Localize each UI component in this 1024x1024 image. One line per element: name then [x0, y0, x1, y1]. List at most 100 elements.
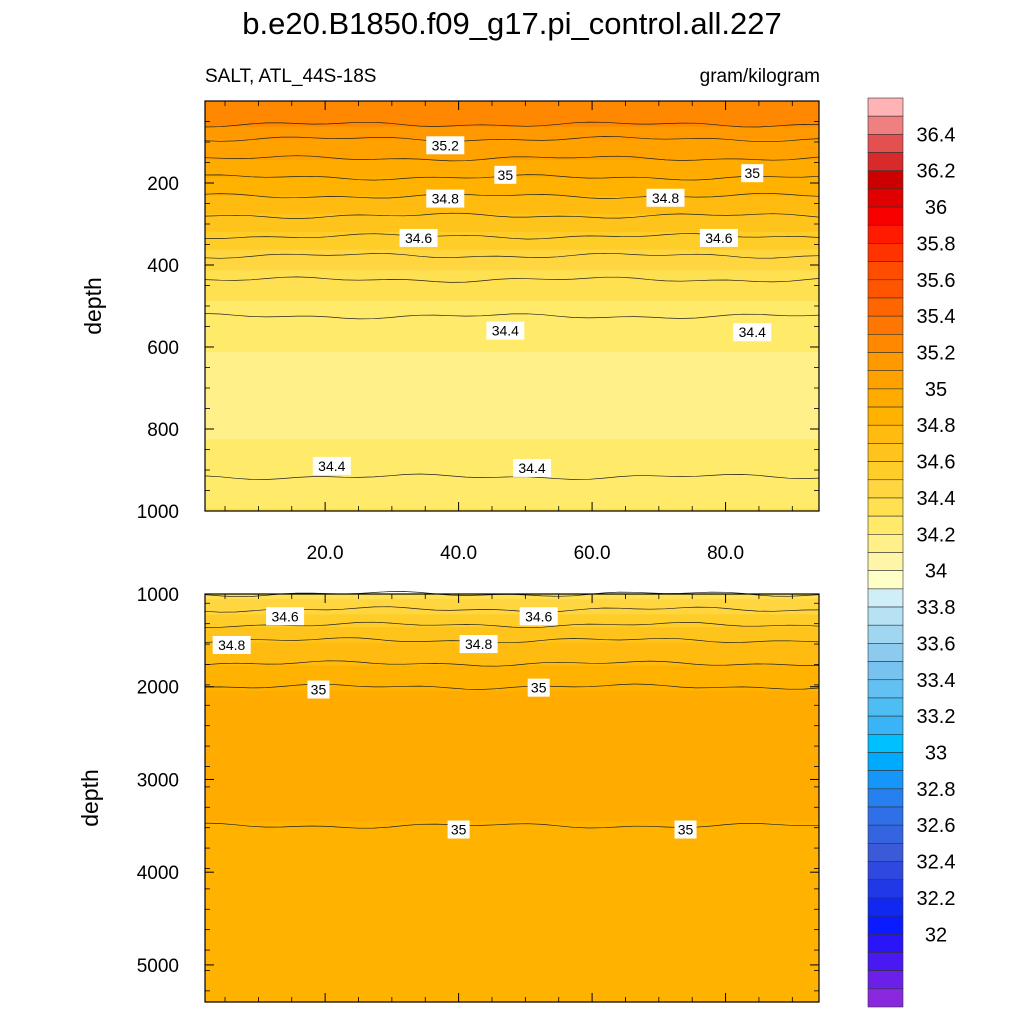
colorbar-box: [867, 733, 904, 753]
colorbar-label: 32: [925, 924, 947, 946]
salinity-band: [205, 277, 819, 281]
contour-label: 34.4: [312, 456, 351, 475]
salinity-band: [205, 234, 819, 238]
salinity-band: [205, 446, 819, 451]
salinity-band: [205, 377, 819, 381]
contour-label-text: 35: [744, 165, 760, 181]
salinity-band: [205, 912, 819, 916]
salinity-band: [205, 882, 819, 886]
salinity-band: [205, 652, 819, 656]
colorbar-box: [867, 170, 904, 190]
salinity-band: [205, 703, 819, 707]
salinity-band: [205, 313, 819, 317]
salinity-band: [205, 118, 819, 123]
contour-label-text: 34.8: [652, 190, 679, 206]
salinity-band: [205, 736, 819, 740]
colorbar-label: 32.6: [917, 815, 956, 837]
salinity-band: [205, 670, 819, 674]
salinity-band: [205, 367, 819, 371]
x-tick-label: 40.0: [440, 543, 477, 564]
salinity-band: [205, 869, 819, 873]
contour-label-text: 34.6: [525, 608, 552, 624]
salinity-band: [205, 841, 819, 845]
contour-label-box: [699, 228, 738, 247]
salinity-band: [205, 357, 819, 361]
salinity-band: [205, 306, 819, 310]
y-tick-label: 1000: [137, 502, 179, 523]
salinity-band: [205, 370, 819, 374]
salinity-band: [205, 106, 819, 110]
salinity-band: [205, 231, 819, 235]
salinity-band: [205, 713, 819, 717]
contour-label-text: 35: [498, 167, 514, 183]
salinity-band: [205, 991, 819, 995]
salinity-band: [205, 984, 819, 988]
colorbar-label: 36.2: [917, 161, 956, 183]
upper-contour-labels: 35.2 35 35 34.8 34.8 34.6 34.6 34.4 34.4 34.4 34.4: [312, 136, 772, 477]
salinity-band: [205, 359, 819, 363]
salinity-band: [205, 961, 819, 965]
colorbar-box: [867, 970, 904, 990]
salinity-band: [205, 388, 819, 392]
salinity-band: [205, 813, 819, 817]
salinity-band: [205, 113, 819, 117]
contour-label-text: 34.4: [318, 458, 345, 474]
salinity-band: [205, 596, 819, 600]
salinity-band: [205, 375, 819, 379]
salinity-band: [205, 426, 819, 430]
salinity-band: [205, 790, 819, 794]
salinity-band: [205, 900, 819, 904]
salinity-band: [205, 767, 819, 771]
salinity-band: [205, 777, 819, 781]
salinity-band: [205, 136, 819, 141]
salinity-band: [205, 241, 819, 246]
salinity-band: [205, 795, 819, 799]
salinity-band: [205, 887, 819, 891]
salinity-band: [205, 221, 819, 225]
y-tick-label: 5000: [137, 956, 179, 977]
salinity-band: [205, 347, 819, 351]
salinity-band: [205, 892, 819, 896]
salinity-band: [205, 239, 819, 243]
salinity-band: [205, 902, 819, 906]
colorbar-box: [867, 243, 904, 262]
lower-plot-frame: [204, 593, 820, 1003]
salinity-band: [205, 945, 819, 950]
contour-label-box: [426, 189, 465, 208]
salinity-band: [205, 971, 819, 975]
salinity-band: [205, 183, 819, 187]
salinity-band: [205, 910, 819, 914]
colorbar-label: 34.4: [917, 488, 956, 510]
salinity-band: [205, 429, 819, 433]
salinity-band: [205, 154, 819, 158]
salinity-band: [205, 943, 819, 947]
salinity-band: [205, 121, 819, 125]
salinity-band: [205, 966, 819, 970]
salinity-band: [205, 994, 819, 998]
contour-line: [204, 121, 820, 128]
salinity-band: [205, 785, 819, 789]
upper-panel: 35.2 35 35 34.8 34.8 34.6 34.6 34.4 34.4 34.4 34.4…: [80, 100, 820, 564]
colorbar-box: [867, 861, 904, 881]
y-tick-label: 4000: [137, 863, 179, 884]
contour-label-box: [494, 165, 517, 184]
colorbar-label: 34: [925, 561, 947, 583]
salinity-band: [205, 208, 819, 212]
y-tick-label: 200: [147, 174, 179, 195]
salinity-band: [205, 724, 819, 728]
salinity-band: [205, 744, 819, 748]
salinity-band: [205, 655, 819, 659]
salinity-band: [205, 632, 819, 636]
salinity-band: [205, 462, 819, 466]
upper-y-axis-label: depth: [80, 277, 106, 335]
salinity-band: [205, 594, 819, 598]
salinity-band: [205, 616, 819, 621]
salinity-band: [205, 928, 819, 932]
salinity-band: [205, 775, 819, 779]
colorbar-label: 32.2: [917, 888, 956, 910]
salinity-band: [205, 316, 819, 320]
salinity-band: [205, 265, 819, 269]
salinity-band: [205, 393, 819, 397]
contour-label-box: [674, 820, 697, 839]
